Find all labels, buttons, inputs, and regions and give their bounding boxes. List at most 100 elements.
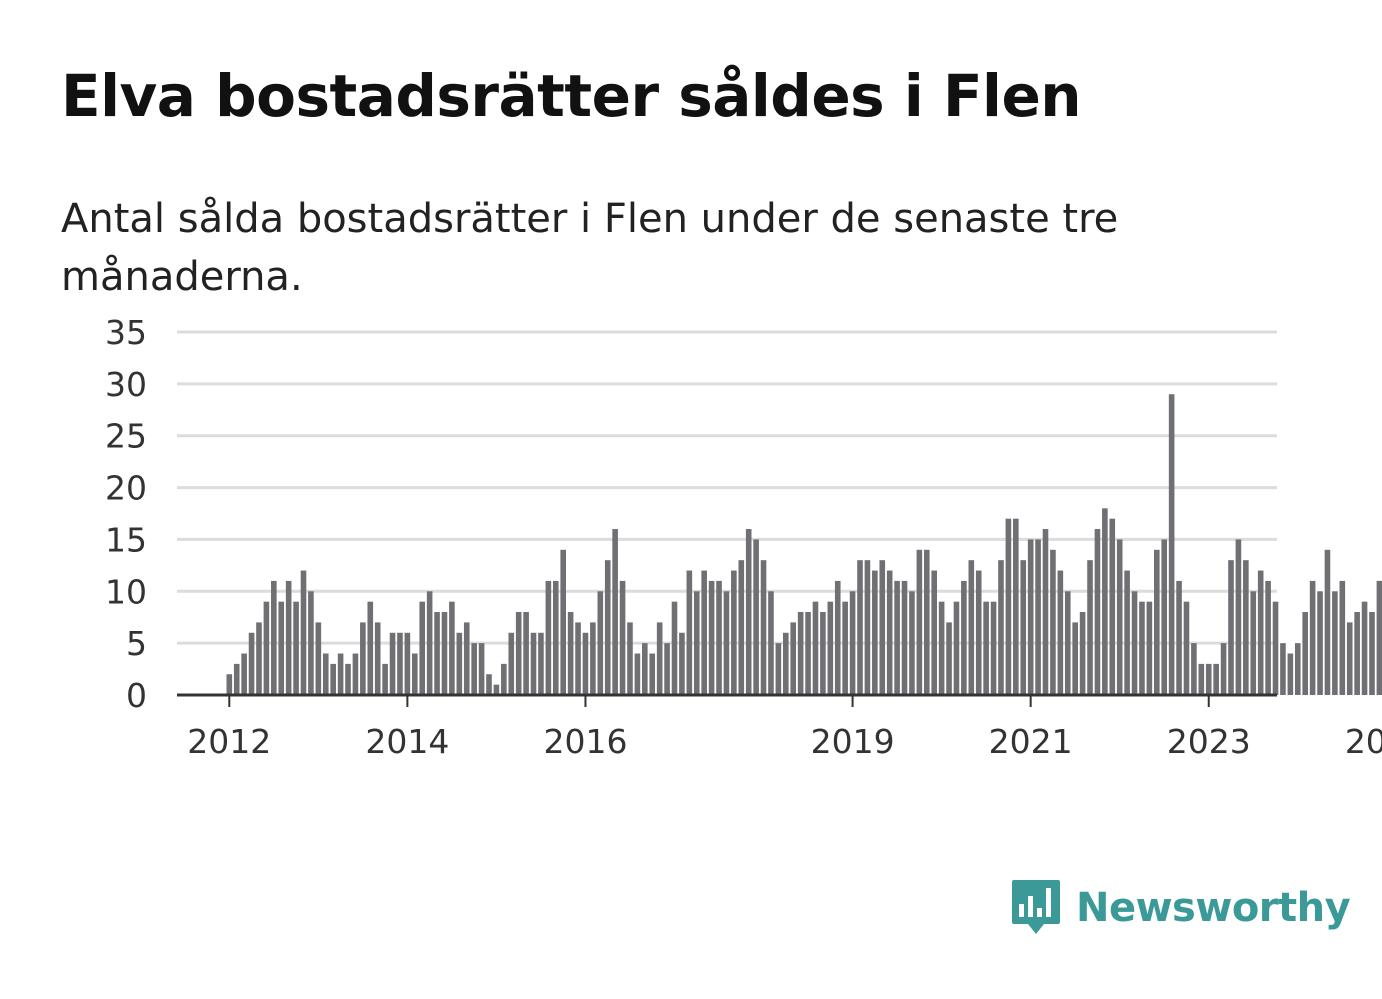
bar (1346, 622, 1353, 695)
bar (797, 612, 804, 695)
bar (1064, 591, 1071, 695)
bar (538, 632, 544, 695)
bar (664, 643, 670, 695)
bars (226, 394, 1382, 695)
bar (478, 643, 485, 695)
bar (1317, 591, 1323, 695)
bar (1302, 612, 1308, 695)
bar (1332, 591, 1338, 695)
bar (886, 570, 893, 695)
bar (1220, 643, 1227, 695)
bar (1035, 539, 1041, 695)
x-tick-label: 2016 (543, 722, 627, 761)
bar (404, 632, 411, 695)
chart-title: Elva bostadsrätter såldes i Flen (61, 62, 1082, 130)
bar (1198, 663, 1205, 695)
bar (619, 580, 626, 695)
bar (805, 612, 811, 695)
y-tick-label: 0 (126, 676, 147, 715)
bar (441, 612, 448, 695)
bar (597, 591, 604, 695)
bar (768, 591, 774, 695)
brand-name: Newsworthy (1076, 885, 1351, 931)
bar (1369, 612, 1375, 695)
bar (1057, 570, 1064, 695)
y-tick-label: 35 (105, 313, 147, 352)
bar (515, 612, 522, 695)
bar (686, 570, 693, 695)
bar (745, 529, 752, 695)
bar (360, 622, 366, 695)
bar (278, 601, 285, 695)
bar (552, 580, 559, 695)
bar (1013, 518, 1019, 695)
bar (1168, 394, 1175, 695)
bar (575, 622, 581, 695)
bar (909, 591, 915, 695)
y-tick-label: 20 (105, 469, 147, 508)
bar (241, 653, 247, 695)
bar (397, 632, 403, 695)
y-tick-label: 30 (105, 365, 147, 404)
bar (723, 591, 730, 695)
bar (1154, 549, 1160, 695)
bar (1272, 601, 1279, 695)
bar (1361, 601, 1368, 695)
bar (1235, 539, 1242, 695)
x-tick-label: 2023 (1167, 722, 1251, 761)
bar (1257, 570, 1264, 695)
bar (1294, 643, 1301, 695)
bar (1109, 518, 1116, 695)
bar (337, 653, 344, 695)
bar (382, 663, 388, 695)
bar (820, 612, 826, 695)
bar (471, 643, 477, 695)
bar (1087, 560, 1093, 695)
bar (1079, 612, 1086, 695)
bar (545, 580, 552, 695)
bar (1287, 653, 1294, 695)
bar (1131, 591, 1138, 695)
bar (463, 622, 470, 695)
bar (693, 591, 700, 695)
bar (530, 632, 537, 695)
bar (827, 601, 834, 695)
bar (1072, 622, 1078, 695)
bar (790, 622, 797, 695)
newsworthy-logo-icon (1012, 880, 1060, 934)
bar (849, 591, 856, 695)
bar (1042, 529, 1049, 695)
bar (271, 580, 277, 695)
bar (894, 580, 900, 695)
bar (938, 601, 945, 695)
bar (308, 591, 314, 695)
bar (1191, 643, 1197, 695)
x-tick-label: 2014 (365, 722, 449, 761)
bar (1243, 560, 1249, 695)
bar (1265, 580, 1271, 695)
bar (783, 632, 789, 695)
bar (901, 580, 908, 695)
bar (931, 570, 937, 695)
bar (1228, 560, 1234, 695)
bar (567, 612, 574, 695)
bar (263, 601, 270, 695)
bar (879, 560, 886, 695)
bar (857, 560, 863, 695)
bar (1050, 549, 1056, 695)
y-tick-label: 10 (105, 572, 147, 611)
bar (679, 632, 685, 695)
bar (322, 653, 329, 695)
bar (716, 580, 722, 695)
bar (961, 580, 967, 695)
y-axis-tick-labels: 0 5 10 15 20 25 30 35 (105, 313, 147, 715)
bar (701, 570, 707, 695)
grid-lines (177, 330, 1277, 645)
bar (501, 663, 507, 695)
bar (449, 601, 455, 695)
bar (656, 622, 663, 695)
bar (1376, 580, 1382, 695)
